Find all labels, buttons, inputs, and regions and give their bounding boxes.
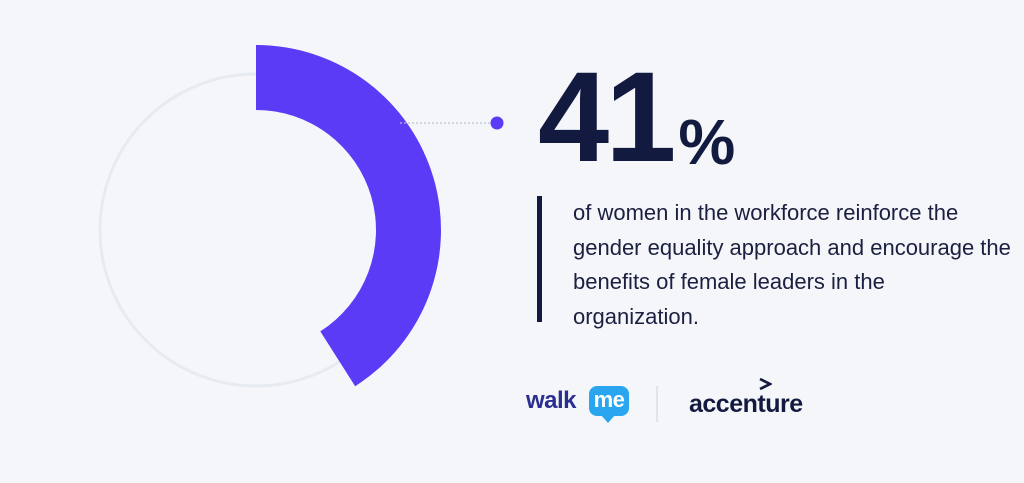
logo-divider — [656, 386, 658, 422]
callout-dot — [490, 116, 504, 130]
walkme-logo-bubble-text: me — [593, 387, 625, 412]
stat-percent-sign: % — [678, 106, 736, 178]
stat-description: of women in the workforce reinforce the … — [573, 200, 1011, 329]
quote-bar — [537, 196, 542, 322]
logo-row: walk me accenture — [526, 378, 826, 428]
accenture-logo-word: accenture — [689, 390, 803, 418]
stat-number: 41 — [538, 46, 676, 189]
walkme-logo-word: walk — [526, 387, 577, 414]
accenture-logo: accenture — [689, 378, 819, 424]
donut-slice-highlight — [256, 45, 441, 387]
accenture-arrow-icon — [759, 378, 772, 391]
stat-headline: 41 % — [538, 46, 736, 189]
walkme-speech-bubble-icon: me — [589, 386, 629, 423]
